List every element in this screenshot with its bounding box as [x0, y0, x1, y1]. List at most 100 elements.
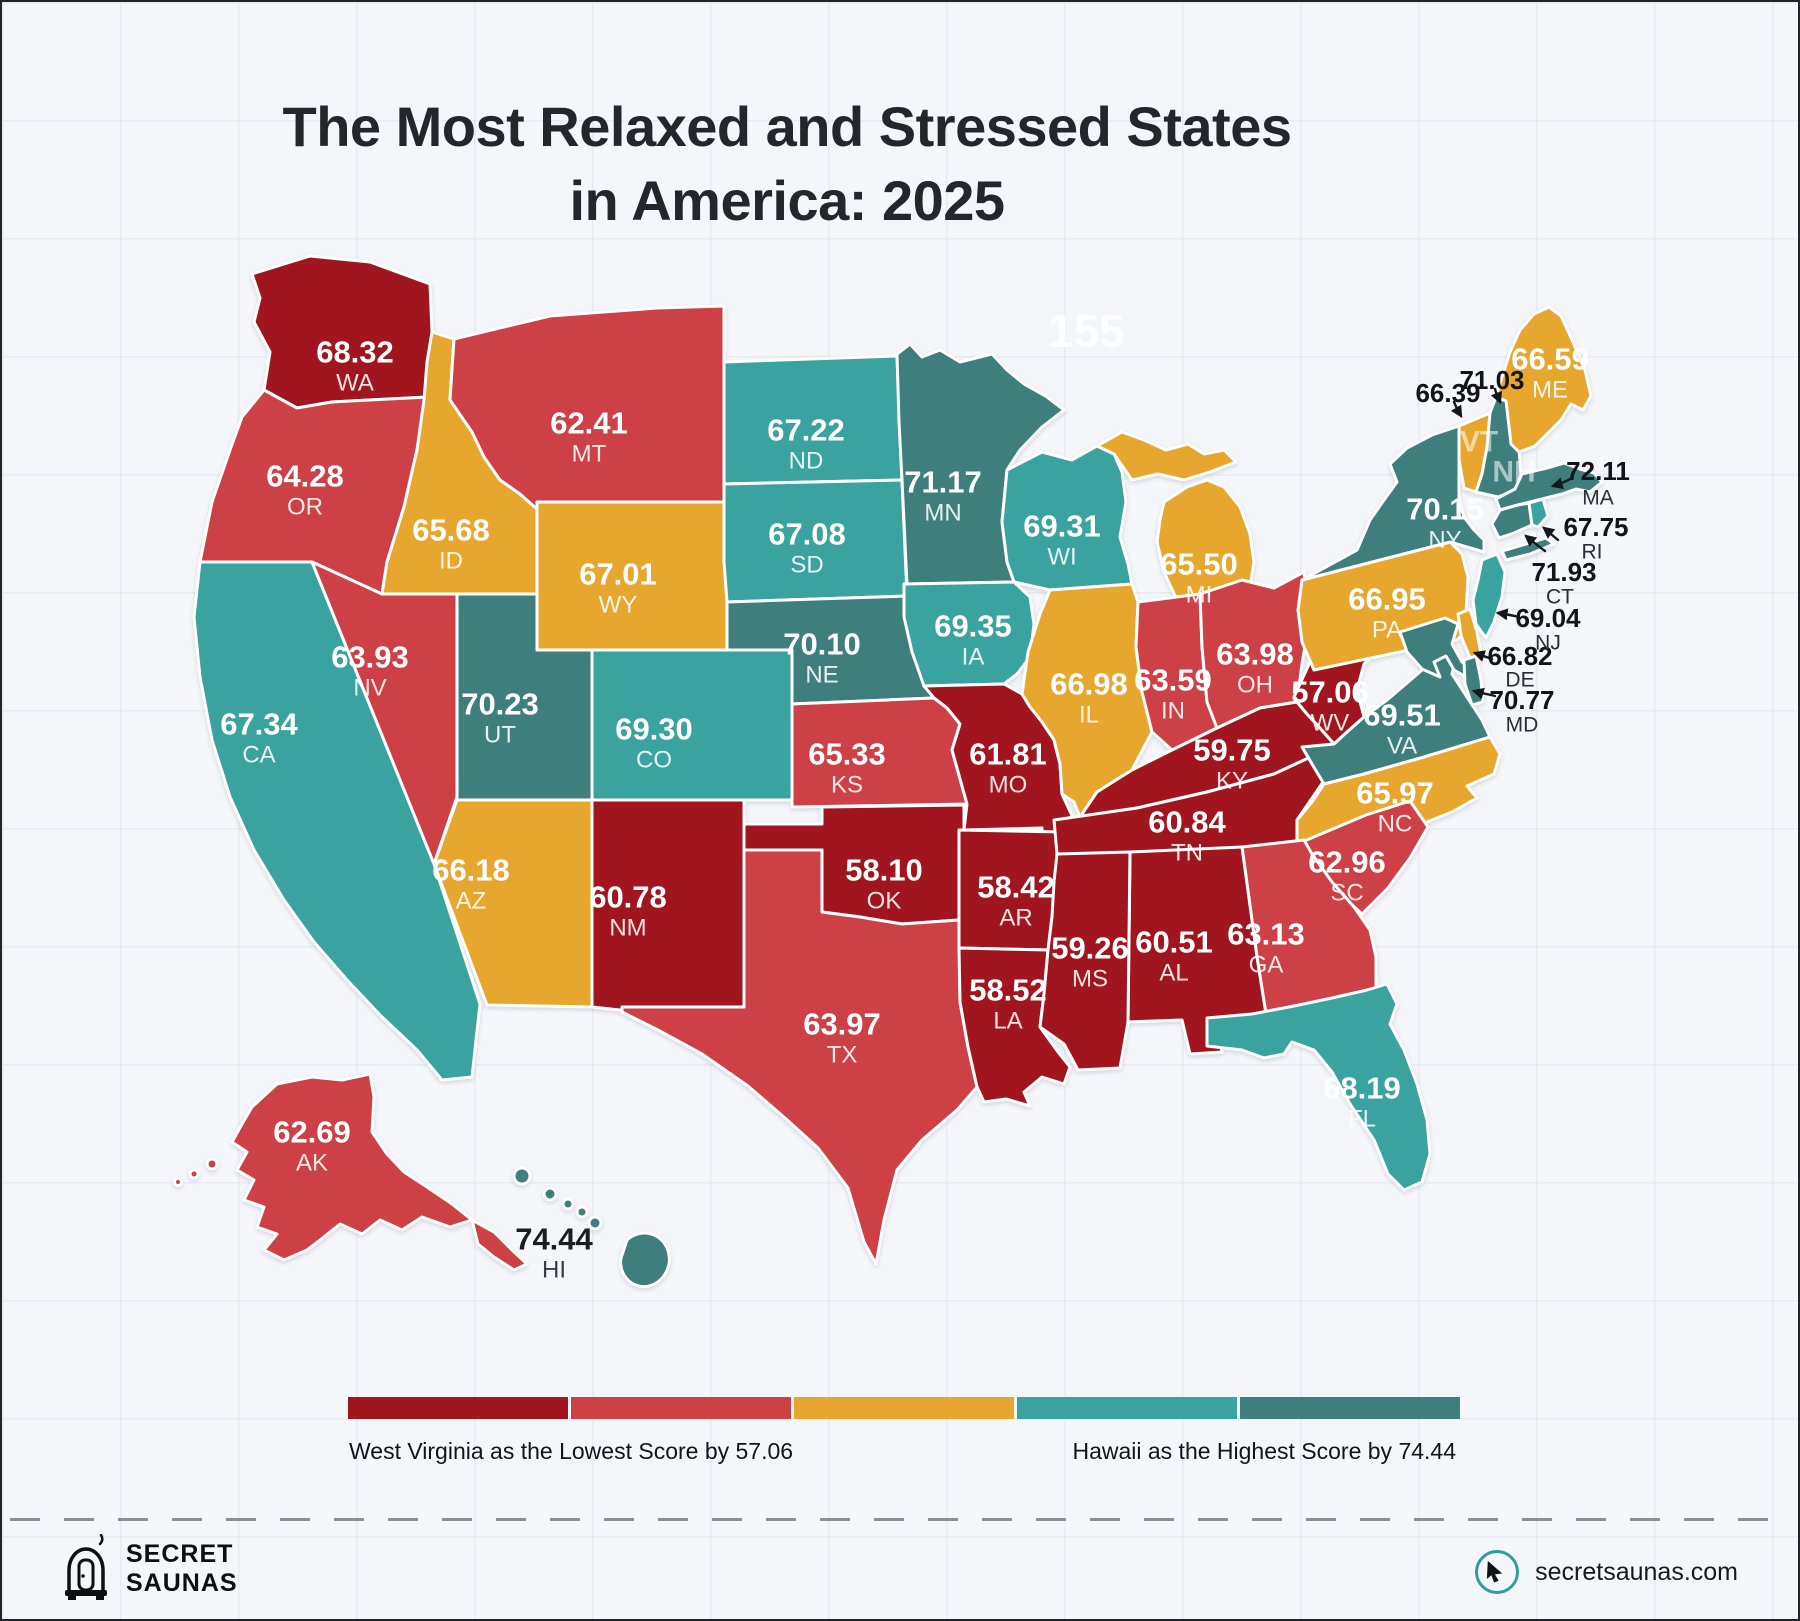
state-value-NY: 70.15	[1406, 492, 1484, 527]
state-value-CA: 67.34	[220, 707, 298, 742]
state-value-WI: 69.31	[1023, 509, 1101, 544]
state-abbr-IN: IN	[1161, 698, 1185, 725]
state-abbr-UT: UT	[484, 722, 516, 749]
state-value-NE: 70.10	[783, 627, 861, 662]
state-abbr-WI: WI	[1047, 544, 1076, 571]
state-value-OR: 64.28	[266, 459, 344, 494]
state-abbr-AK: AK	[296, 1150, 328, 1177]
arrow-VT	[1450, 400, 1463, 419]
state-abbr-LA: LA	[993, 1008, 1022, 1035]
state-value-WA: 68.32	[316, 335, 394, 370]
state-value-ME: 66.59	[1511, 342, 1589, 377]
state-value-MS: 59.26	[1051, 931, 1129, 966]
state-abbr-VA: VA	[1387, 733, 1417, 760]
state-value-NC: 65.97	[1356, 776, 1434, 811]
brand-line2: SAUNAS	[126, 1569, 238, 1597]
state-value-VA: 69.51	[1363, 698, 1441, 733]
state-value-AK: 62.69	[273, 1115, 351, 1150]
state-abbr-PA: PA	[1372, 617, 1402, 644]
state-shape-HI-island3	[561, 1197, 575, 1211]
state-abbr-KS: KS	[831, 772, 863, 799]
state-abbr-GA: GA	[1249, 952, 1284, 979]
state-abbr-HI: HI	[542, 1257, 566, 1284]
state-value-NV: 63.93	[331, 640, 409, 675]
state-shape-MD	[1398, 616, 1474, 680]
page-title: The Most Relaxed and Stressed States in …	[2, 90, 1572, 238]
state-shape-FL	[1205, 982, 1432, 1192]
state-shape-IA	[902, 580, 1036, 688]
state-value-OH: 63.98	[1216, 637, 1294, 672]
state-shape-HI-island4	[575, 1205, 589, 1219]
website-url: secretsaunas.com	[1535, 1557, 1738, 1586]
state-abbr-CT: CT	[1546, 586, 1574, 609]
state-value-AR: 58.42	[977, 870, 1055, 905]
state-letters-VT: VT	[1460, 426, 1498, 459]
state-abbr-KY: KY	[1216, 768, 1248, 795]
state-value-VT: 66.39	[1415, 378, 1480, 408]
state-abbr-TN: TN	[1171, 840, 1203, 867]
state-abbr-CA: CA	[242, 742, 275, 769]
state-shape-AK-island1	[205, 1157, 219, 1171]
state-value-LA: 58.52	[969, 973, 1047, 1008]
state-shape-HI-island1	[512, 1166, 532, 1186]
state-value-AZ: 66.18	[432, 853, 510, 888]
state-abbr-AL: AL	[1159, 960, 1188, 987]
state-value-NJ: 69.04	[1515, 603, 1581, 633]
state-value-MI: 65.50	[1160, 547, 1238, 582]
state-abbr-RI: RI	[1582, 541, 1603, 564]
state-value-KS: 65.33	[808, 737, 886, 772]
watermark-155: 155	[1048, 305, 1125, 357]
state-value-MD: 70.77	[1489, 685, 1554, 715]
state-value-TX: 63.97	[803, 1007, 881, 1042]
state-value-KY: 59.75	[1193, 733, 1271, 768]
state-abbr-FL: FL	[1348, 1106, 1376, 1133]
state-abbr-ID: ID	[439, 548, 463, 575]
state-value-NH: 71.03	[1459, 365, 1524, 395]
state-value-DE: 66.82	[1487, 641, 1552, 671]
state-shape-TX	[620, 848, 979, 1266]
state-value-UT: 70.23	[461, 687, 539, 722]
state-abbr-OR: OR	[287, 494, 323, 521]
legend-low-caption: West Virginia as the Lowest Score by 57.…	[349, 1438, 794, 1464]
state-abbr-AZ: AZ	[456, 888, 487, 915]
state-value-SD: 67.08	[768, 517, 846, 552]
arrow-RI	[1542, 526, 1560, 542]
arrow-NH	[1490, 387, 1503, 405]
state-value-ND: 67.22	[767, 413, 845, 448]
legend-swatch-dark_teal	[1240, 1397, 1460, 1419]
state-abbr-MT: MT	[572, 441, 607, 468]
state-value-CT: 71.93	[1531, 557, 1596, 587]
state-shape-WI	[1000, 444, 1134, 592]
state-value-PA: 66.95	[1348, 582, 1426, 617]
state-letters-NH: NH	[1492, 456, 1535, 489]
dashed-divider	[10, 1518, 1790, 1521]
state-abbr-NC: NC	[1378, 811, 1413, 838]
state-shape-HI-island5	[587, 1215, 603, 1231]
state-value-AL: 60.51	[1135, 925, 1213, 960]
state-abbr-ME: ME	[1532, 377, 1568, 404]
state-abbr-MA: MA	[1582, 487, 1614, 510]
state-abbr-IL: IL	[1079, 702, 1099, 729]
state-abbr-WY: WY	[599, 592, 638, 619]
state-abbr-OK: OK	[867, 888, 902, 915]
brand-line1: SECRET	[126, 1540, 234, 1568]
state-abbr-SD: SD	[790, 552, 823, 579]
state-value-FL: 68.19	[1323, 1071, 1401, 1106]
arrow-NJ	[1495, 608, 1521, 621]
state-value-SC: 62.96	[1308, 845, 1386, 880]
state-abbr-NJ: NJ	[1535, 632, 1561, 655]
state-shape-AZ	[432, 798, 594, 1009]
state-value-NM: 60.78	[589, 880, 667, 915]
state-abbr-NY: NY	[1428, 527, 1461, 554]
state-abbr-IA: IA	[962, 644, 985, 671]
arrow-MA	[1550, 476, 1574, 490]
callout-arrows	[1450, 387, 1574, 700]
cursor-icon	[1475, 1550, 1520, 1594]
state-shape-RI	[1527, 497, 1550, 529]
arrow-MD	[1471, 687, 1497, 700]
state-value-HI: 74.44	[515, 1222, 593, 1257]
state-abbr-TX: TX	[827, 1042, 858, 1069]
state-value-MN: 71.17	[904, 465, 982, 500]
state-value-ID: 65.68	[412, 513, 490, 548]
